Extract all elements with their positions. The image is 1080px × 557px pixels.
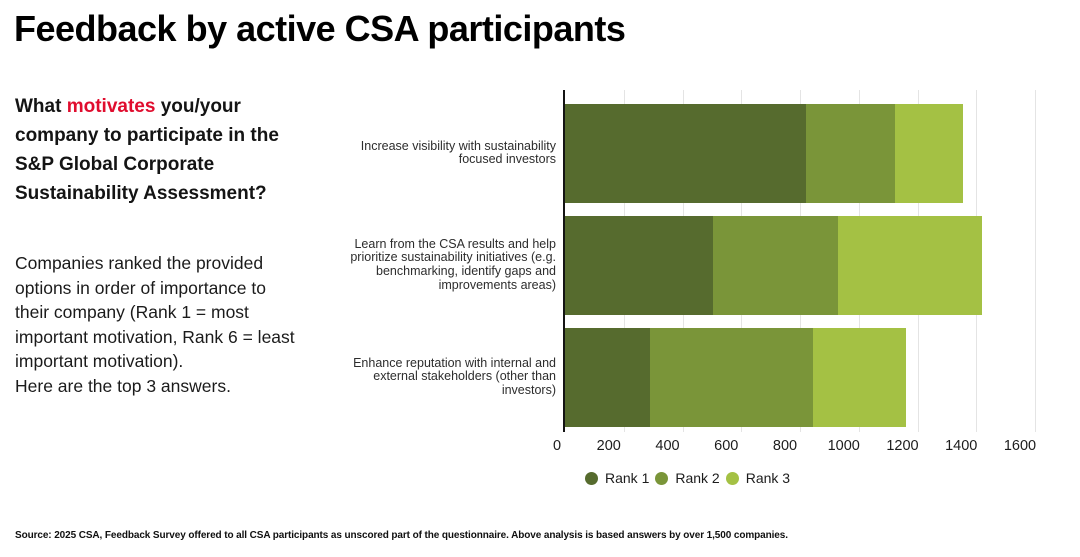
legend-label: Rank 3 xyxy=(745,470,791,486)
legend-marker xyxy=(655,471,669,485)
legend-item-rank2: Rank 2 xyxy=(655,470,720,486)
legend-marker xyxy=(585,471,598,485)
x-tick-label: 0 xyxy=(552,438,562,454)
page-title: Feedback by active CSA participants xyxy=(14,8,626,49)
description-text: Companies ranked the provided options in… xyxy=(15,253,295,396)
bar-segment-rank3 xyxy=(813,328,906,427)
x-tick-label: 1000 xyxy=(827,438,860,454)
bar-segment-rank1 xyxy=(565,328,651,427)
x-tick-label: 800 xyxy=(772,438,798,454)
x-tick-label: 1600 xyxy=(1003,438,1037,454)
question-suffix: you/your company to participate in the S… xyxy=(15,96,279,204)
bar-segment-rank3 xyxy=(895,104,964,203)
category-labels: Increase visibility with sustainability … xyxy=(326,0,556,557)
bar-segment-rank1 xyxy=(565,104,806,203)
legend-marker xyxy=(725,471,739,485)
legend-label: Rank 1 xyxy=(605,470,650,486)
bar-row xyxy=(565,328,906,427)
bar-row xyxy=(565,216,983,315)
x-tick-label: 1200 xyxy=(886,438,919,454)
bar-segment-rank2 xyxy=(650,328,814,427)
plot-area xyxy=(563,90,1036,432)
x-tick-label: 1400 xyxy=(945,438,978,454)
legend-item-rank3: Rank 3 xyxy=(725,470,791,486)
legend-label: Rank 2 xyxy=(675,470,720,486)
gridline-1600 xyxy=(1035,90,1036,432)
bar-segment-rank3 xyxy=(838,216,983,315)
x-tick-label: 600 xyxy=(714,438,739,454)
category-label: Learn from the CSA results and help prio… xyxy=(350,236,556,293)
legend-item-rank1: Rank 1 xyxy=(585,470,649,486)
category-label: Enhance reputation with internal and ext… xyxy=(353,355,556,398)
category-label: Increase visibility with sustainability … xyxy=(360,138,556,167)
x-tick-label: 400 xyxy=(655,438,680,454)
y-axis-line xyxy=(563,90,565,432)
x-tick-label: 200 xyxy=(596,438,621,454)
bar-row xyxy=(565,104,964,203)
bar-segment-rank2 xyxy=(805,104,896,203)
question-prefix: What xyxy=(15,96,67,117)
bar-segment-rank1 xyxy=(565,216,714,315)
legend: Rank 1 Rank 2 Rank 3 xyxy=(585,470,790,486)
question-text: What motivates you/your company to parti… xyxy=(15,92,293,208)
x-axis-ticks: 0 200 400 600 800 1000 1200 1400 1600 xyxy=(0,438,1080,456)
bar-segment-rank2 xyxy=(713,216,839,315)
question-highlight: motivates xyxy=(66,96,156,117)
source-note: Source: 2025 CSA, Feedback Survey offere… xyxy=(15,530,788,541)
